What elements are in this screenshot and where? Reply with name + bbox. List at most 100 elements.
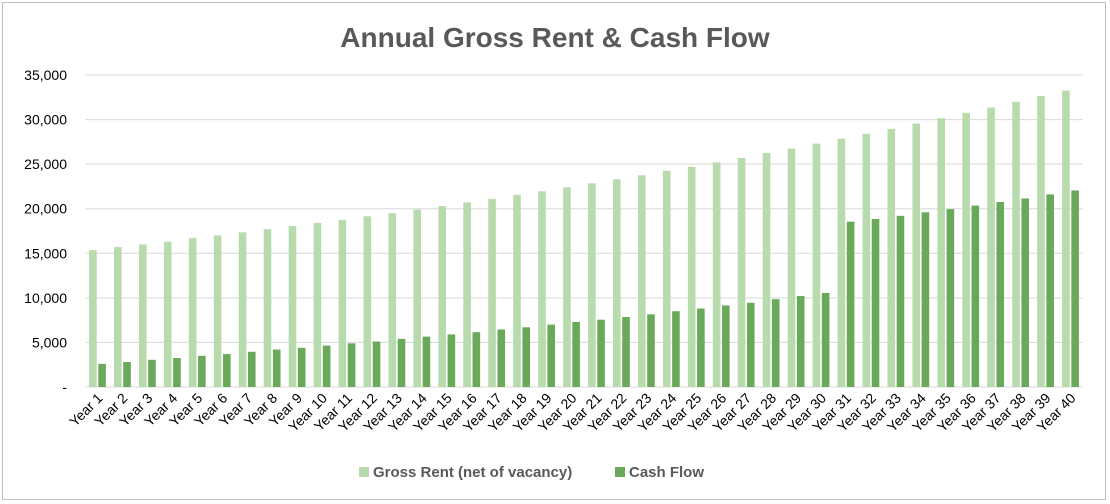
legend-swatch-cash-flow xyxy=(615,467,625,477)
y-tick-label: 20,000 xyxy=(24,201,67,217)
bar-gross-rent xyxy=(413,209,422,387)
bar-gross-rent xyxy=(662,170,671,387)
bar-gross-rent xyxy=(687,166,696,387)
bar-gross-rent xyxy=(762,153,771,387)
bar-cash-flow xyxy=(896,215,905,387)
bar-cash-flow xyxy=(1046,194,1054,387)
bar-cash-flow xyxy=(846,221,855,387)
bar-gross-rent xyxy=(138,244,147,387)
bar-cash-flow xyxy=(297,347,306,387)
bar-cash-flow xyxy=(397,338,406,387)
bar-cash-flow xyxy=(272,349,281,387)
bar-gross-rent xyxy=(837,138,846,387)
bar-cash-flow xyxy=(123,362,131,387)
bar-cash-flow xyxy=(372,341,381,387)
bar-gross-rent xyxy=(737,157,746,387)
bar-gross-rent xyxy=(563,187,571,387)
bar-gross-rent xyxy=(812,143,821,387)
bar-cash-flow xyxy=(422,336,431,387)
bar-gross-rent xyxy=(987,107,995,387)
bar-cash-flow xyxy=(946,209,955,387)
bar-gross-rent xyxy=(163,241,172,387)
bar-gross-rent xyxy=(313,222,322,387)
bar-gross-rent xyxy=(1037,95,1045,387)
bar-cash-flow xyxy=(597,319,605,387)
bar-cash-flow xyxy=(98,363,106,387)
bar-cash-flow xyxy=(223,354,231,387)
bar-cash-flow xyxy=(447,334,456,387)
bar-cash-flow xyxy=(247,351,256,387)
y-tick-label: 25,000 xyxy=(24,156,67,172)
bar-gross-rent xyxy=(238,232,247,387)
y-axis-ticks: - 5,000 10,000 15,000 20,000 25,000 30,000 35,0… xyxy=(24,67,67,395)
bar-cash-flow xyxy=(1021,198,1030,387)
bar-gross-rent xyxy=(1062,90,1070,387)
bar-cash-flow xyxy=(547,324,555,387)
bar-cash-flow xyxy=(347,343,356,387)
bar-cash-flow xyxy=(771,299,780,387)
bar-cash-flow xyxy=(322,345,331,387)
legend-label-cash-flow: Cash Flow xyxy=(629,464,704,481)
y-tick-label: 10,000 xyxy=(24,290,67,306)
bar-gross-rent xyxy=(89,250,97,387)
bar-gross-rent xyxy=(288,226,297,387)
bar-gross-rent xyxy=(263,229,272,387)
bars xyxy=(89,90,1079,388)
bar-cash-flow xyxy=(572,321,580,387)
y-tick-label: 5,000 xyxy=(32,334,67,350)
bar-gross-rent xyxy=(613,179,621,387)
bar-gross-rent xyxy=(463,202,471,387)
y-tick-label: 30,000 xyxy=(24,112,67,128)
y-tick-label: 35,000 xyxy=(24,67,67,83)
bar-gross-rent xyxy=(1012,101,1020,388)
y-tick-label: - xyxy=(62,379,67,395)
bar-gross-rent xyxy=(787,148,796,387)
bar-cash-flow xyxy=(697,308,705,387)
gridlines xyxy=(85,74,1083,388)
bar-gross-rent xyxy=(363,216,372,387)
bar-gross-rent xyxy=(712,162,721,387)
bar-gross-rent xyxy=(438,206,446,387)
bar-cash-flow xyxy=(996,202,1005,387)
bar-gross-rent xyxy=(538,191,546,387)
bar-gross-rent xyxy=(637,175,646,387)
legend-label-gross-rent: Gross Rent (net of vacancy) xyxy=(373,464,572,481)
chart-svg: Annual Gross Rent & Cash Flow - 5,000 10,0… xyxy=(24,22,1083,481)
bar-cash-flow xyxy=(622,317,630,387)
legend-swatch-gross-rent xyxy=(359,467,369,477)
bar-gross-rent xyxy=(912,123,921,387)
bar-gross-rent xyxy=(488,198,496,387)
bar-gross-rent xyxy=(338,219,347,387)
bar-gross-rent xyxy=(513,194,521,387)
bar-gross-rent xyxy=(862,133,871,387)
bar-cash-flow xyxy=(796,296,805,387)
bar-gross-rent xyxy=(588,183,596,387)
bar-cash-flow xyxy=(198,355,206,387)
bar-cash-flow xyxy=(647,314,655,387)
bar-gross-rent xyxy=(962,112,970,387)
bar-cash-flow xyxy=(497,329,506,387)
bar-cash-flow xyxy=(821,292,830,387)
legend: Gross Rent (net of vacancy) Cash Flow xyxy=(359,464,704,481)
bar-gross-rent xyxy=(213,235,222,387)
bar-gross-rent xyxy=(114,247,122,387)
bar-gross-rent xyxy=(388,213,397,387)
bar-cash-flow xyxy=(971,205,980,387)
bar-gross-rent xyxy=(887,128,896,387)
bar-gross-rent xyxy=(937,118,945,387)
bar-cash-flow xyxy=(921,212,930,387)
bar-gross-rent xyxy=(188,238,197,387)
chart-title: Annual Gross Rent & Cash Flow xyxy=(340,22,770,53)
bar-cash-flow xyxy=(871,218,880,387)
bar-cash-flow xyxy=(722,305,730,387)
bar-cash-flow xyxy=(472,332,481,387)
y-tick-label: 15,000 xyxy=(24,245,67,261)
bar-cash-flow xyxy=(522,327,531,387)
bar-cash-flow xyxy=(1071,190,1079,387)
bar-cash-flow xyxy=(148,359,156,387)
bar-cash-flow xyxy=(672,311,680,387)
bar-cash-flow xyxy=(173,358,181,387)
bar-cash-flow xyxy=(746,302,755,387)
